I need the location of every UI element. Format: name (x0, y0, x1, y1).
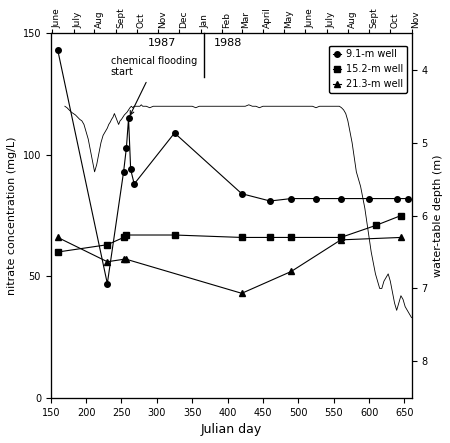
15.2-m well (288, 235, 294, 240)
9.1-m well (267, 198, 273, 204)
9.1-m well (366, 196, 372, 201)
21.3-m well (288, 269, 294, 274)
Legend: 9.1-m well, 15.2-m well, 21.3-m well: 9.1-m well, 15.2-m well, 21.3-m well (329, 46, 407, 93)
15.2-m well (239, 235, 244, 240)
Text: 1988: 1988 (213, 38, 242, 48)
15.2-m well (338, 235, 343, 240)
9.1-m well (55, 48, 60, 53)
9.1-m well (104, 281, 110, 286)
9.1-m well (124, 145, 129, 150)
21.3-m well (121, 256, 126, 262)
9.1-m well (128, 167, 133, 172)
9.1-m well (126, 116, 131, 121)
15.2-m well (124, 232, 129, 237)
Line: 21.3-m well: 21.3-m well (55, 235, 404, 296)
15.2-m well (267, 235, 273, 240)
21.3-m well (104, 259, 110, 264)
9.1-m well (239, 191, 244, 196)
9.1-m well (288, 196, 294, 201)
15.2-m well (374, 223, 379, 228)
9.1-m well (131, 181, 137, 187)
21.3-m well (338, 237, 343, 242)
Y-axis label: nitrate concentration (mg/L): nitrate concentration (mg/L) (7, 136, 17, 295)
9.1-m well (313, 196, 319, 201)
9.1-m well (121, 169, 126, 175)
21.3-m well (239, 291, 244, 296)
9.1-m well (395, 196, 400, 201)
15.2-m well (121, 235, 126, 240)
X-axis label: Julian day: Julian day (201, 423, 262, 436)
21.3-m well (55, 235, 60, 240)
9.1-m well (338, 196, 343, 201)
Text: 1987: 1987 (148, 38, 177, 48)
15.2-m well (104, 242, 110, 247)
Line: 15.2-m well: 15.2-m well (55, 213, 404, 255)
15.2-m well (172, 232, 177, 237)
9.1-m well (405, 196, 411, 201)
Text: chemical flooding
start: chemical flooding start (111, 55, 197, 115)
Line: 9.1-m well: 9.1-m well (55, 47, 411, 286)
9.1-m well (172, 130, 177, 136)
15.2-m well (398, 213, 404, 218)
21.3-m well (398, 235, 404, 240)
21.3-m well (124, 256, 129, 262)
15.2-m well (55, 249, 60, 255)
Y-axis label: water-table depth (m): water-table depth (m) (433, 154, 443, 277)
